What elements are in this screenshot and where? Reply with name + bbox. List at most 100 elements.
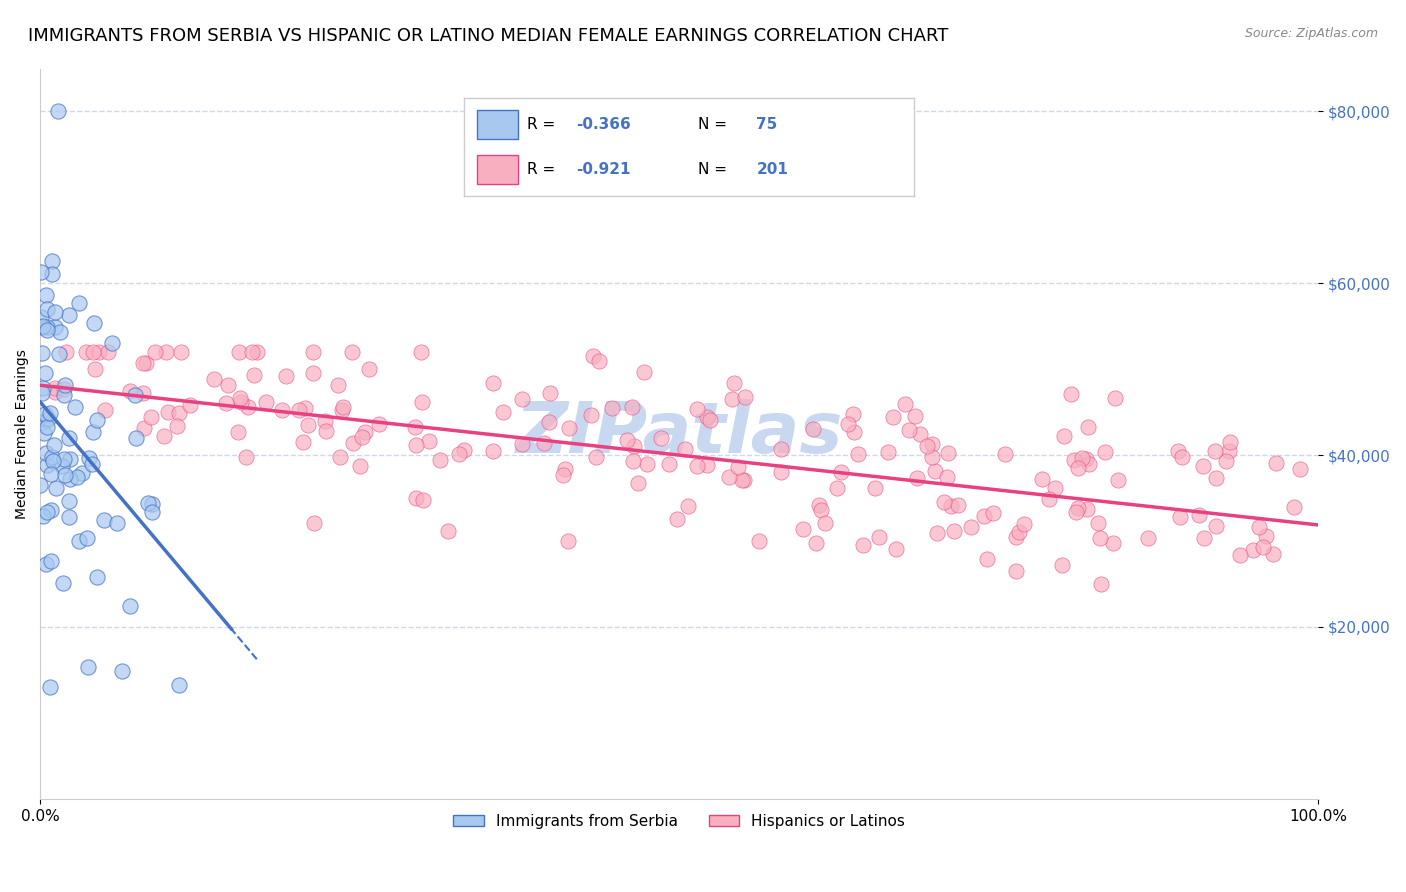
Point <box>1067 461 1090 475</box>
Point <box>636 458 658 472</box>
Point <box>1254 529 1277 543</box>
Point <box>801 422 824 436</box>
Point <box>132 386 155 401</box>
Point <box>1171 450 1194 465</box>
Point <box>1265 456 1288 470</box>
Point <box>39 467 62 481</box>
Text: N =: N = <box>697 117 731 132</box>
Point <box>1205 518 1227 533</box>
Point <box>228 345 250 359</box>
Point <box>627 475 650 490</box>
Point <box>658 457 681 471</box>
Point <box>941 500 963 514</box>
Point <box>863 481 886 495</box>
Point <box>242 368 264 382</box>
Point <box>51 458 73 473</box>
Point <box>904 409 927 423</box>
Point <box>32 381 55 395</box>
Point <box>1215 454 1237 468</box>
Text: -0.921: -0.921 <box>576 162 631 178</box>
Point <box>294 401 316 415</box>
Point <box>482 444 505 458</box>
Point <box>915 439 938 453</box>
Point <box>31 416 53 430</box>
Point <box>328 378 350 392</box>
Point <box>145 345 167 359</box>
Point <box>868 530 890 544</box>
Text: R =: R = <box>527 117 560 132</box>
Text: N =: N = <box>697 162 731 178</box>
Point <box>621 400 644 414</box>
Point <box>350 430 373 444</box>
Point <box>942 524 965 539</box>
Point <box>132 355 155 369</box>
Point <box>538 386 561 401</box>
Point <box>1078 458 1101 472</box>
Point <box>721 392 744 407</box>
Point <box>405 438 427 452</box>
Point <box>153 429 176 443</box>
Point <box>1102 536 1125 550</box>
Point <box>58 510 80 524</box>
Point <box>32 426 55 441</box>
Point <box>302 345 325 359</box>
Point <box>1052 558 1074 572</box>
Point <box>231 395 253 409</box>
Point <box>141 505 163 519</box>
Point <box>734 473 756 487</box>
Point <box>1282 500 1305 515</box>
Point <box>82 425 104 439</box>
Point <box>48 325 70 339</box>
Text: ZIPatlas: ZIPatlas <box>516 400 844 468</box>
Point <box>136 496 159 510</box>
Point <box>1038 492 1060 507</box>
Point <box>686 402 709 417</box>
Point <box>215 395 238 409</box>
Point <box>155 345 177 359</box>
Point <box>35 320 58 334</box>
Text: 201: 201 <box>756 162 789 178</box>
Point <box>353 425 375 440</box>
Point <box>31 345 53 359</box>
Point <box>948 498 970 512</box>
Point <box>841 408 863 422</box>
Point <box>67 296 90 310</box>
Point <box>235 450 257 464</box>
Point <box>86 569 108 583</box>
Point <box>510 437 533 451</box>
Point <box>302 516 325 530</box>
Point <box>202 372 225 386</box>
Point <box>585 450 607 464</box>
Point <box>157 405 180 419</box>
Point <box>404 419 426 434</box>
Point <box>170 345 193 359</box>
Point <box>1218 443 1240 458</box>
Point <box>1088 531 1111 545</box>
Point <box>1104 391 1126 405</box>
Point <box>1241 543 1264 558</box>
Point <box>30 477 52 491</box>
Point <box>1288 462 1310 476</box>
Point <box>581 408 603 422</box>
Point <box>332 401 354 415</box>
Point <box>329 450 352 464</box>
Point <box>1063 453 1085 467</box>
Point <box>124 388 146 402</box>
Point <box>55 345 77 359</box>
Point <box>411 395 433 409</box>
Point <box>141 410 163 425</box>
Point <box>936 445 959 459</box>
Point <box>533 436 555 450</box>
Point <box>696 458 718 472</box>
Point <box>960 519 983 533</box>
Point <box>696 409 718 424</box>
Point <box>558 421 581 435</box>
Y-axis label: Median Female Earnings: Median Female Earnings <box>15 349 30 518</box>
Point <box>31 319 53 334</box>
Point <box>551 468 574 483</box>
Point <box>135 356 157 370</box>
Point <box>418 434 440 449</box>
Point <box>685 458 707 473</box>
Point <box>179 398 201 412</box>
Point <box>302 366 325 380</box>
